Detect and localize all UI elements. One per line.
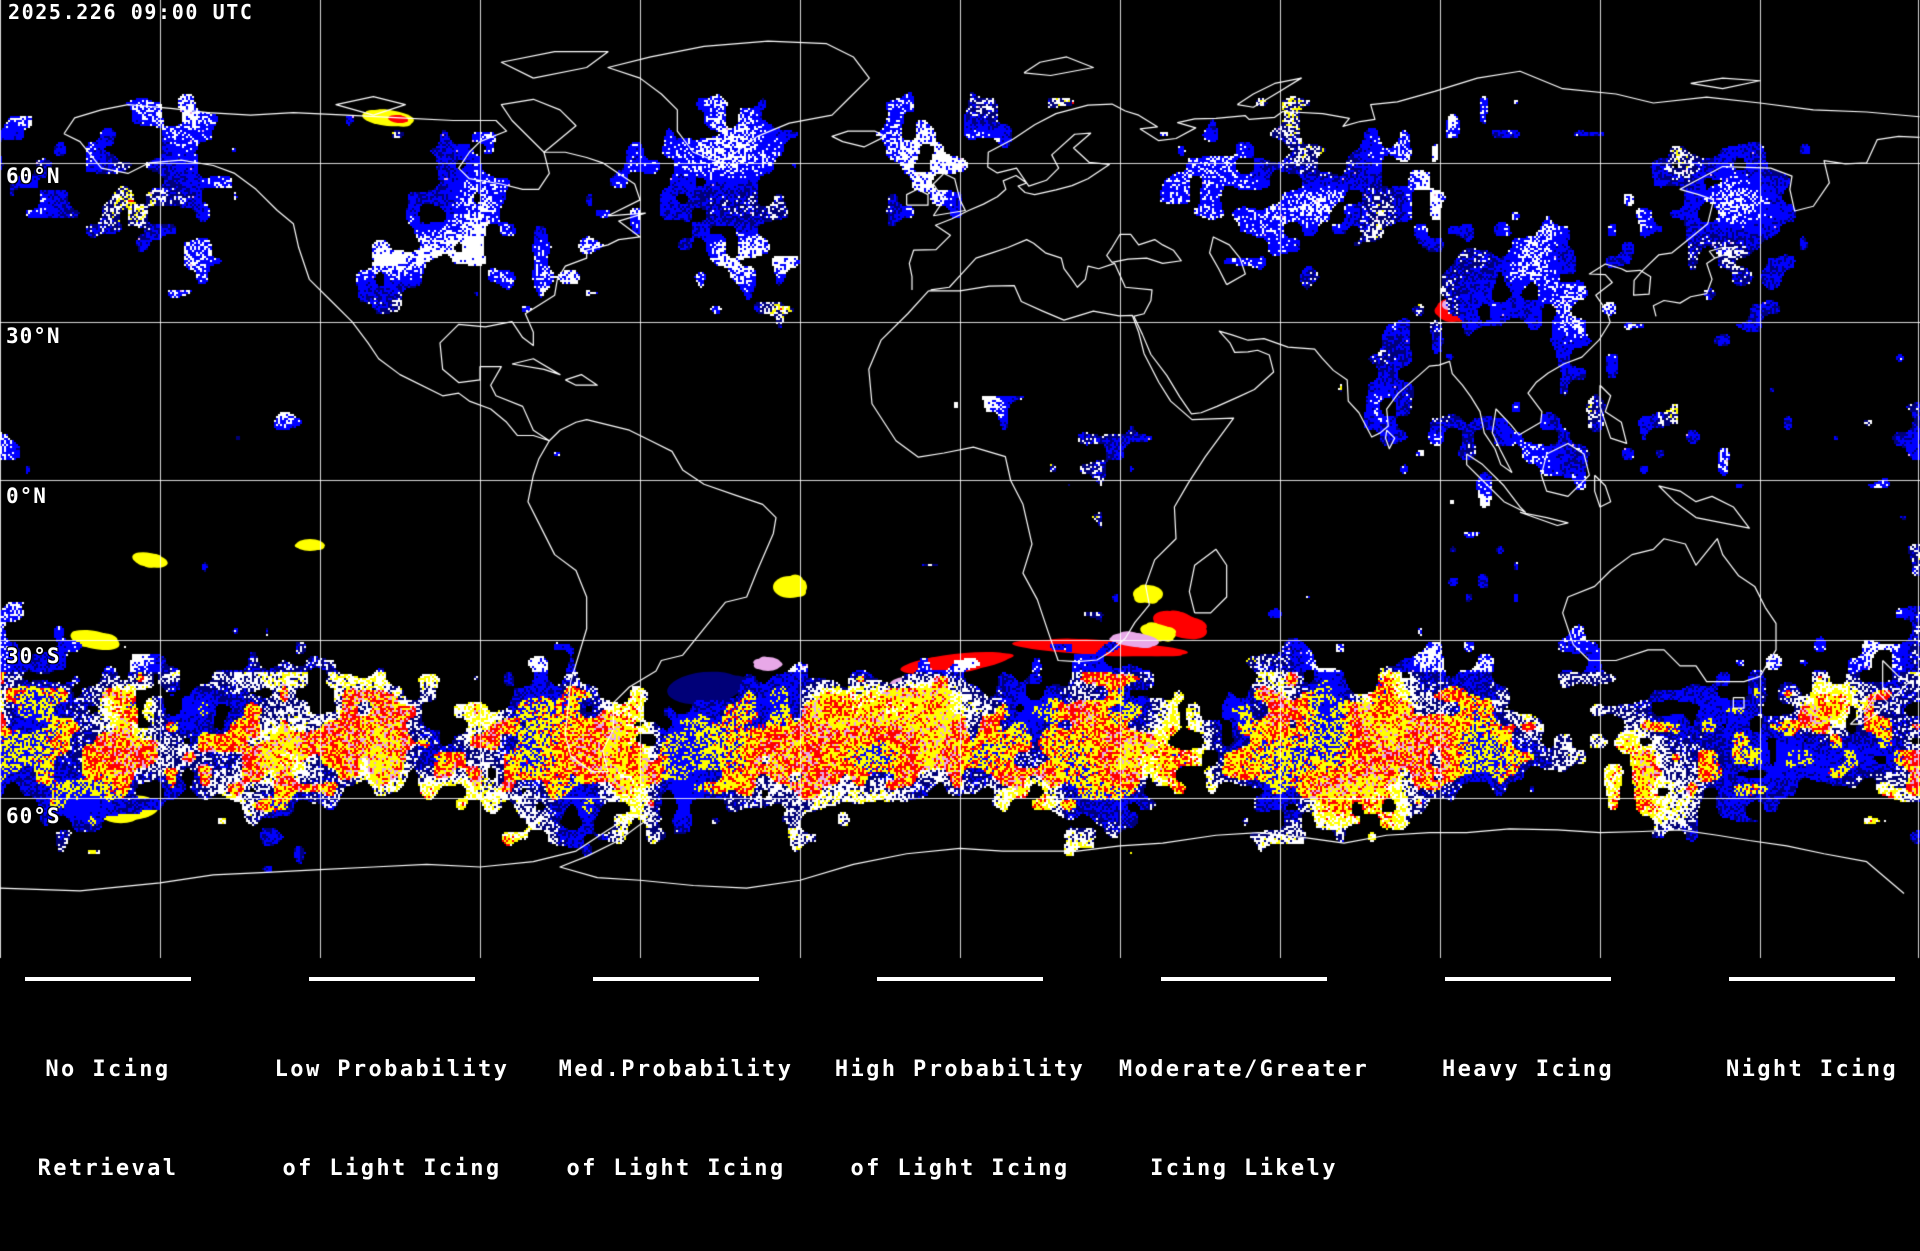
lat-label: 30°S <box>6 644 61 668</box>
legend-swatch-med-probability <box>593 977 759 981</box>
legend-label-line: No Icing <box>45 1057 171 1082</box>
legend-item-med-probability: Med.Probability of Light Icing <box>534 965 818 1181</box>
legend-label-line: High Probability <box>834 1057 1086 1082</box>
legend-label-line: Heavy Icing <box>1441 1057 1615 1082</box>
legend-swatch-night-icing <box>1729 977 1895 981</box>
legend-item-low-probability: Low Probability of Light Icing <box>250 965 534 1181</box>
legend-swatch-moderate-greater <box>1161 977 1327 981</box>
legend: No Icing Retrieval Low Probability of Li… <box>0 965 1920 1181</box>
legend-label-no-icing: No Icing Retrieval <box>38 987 179 1251</box>
legend-label-line: Low Probability <box>274 1057 510 1082</box>
legend-label-line: Retrieval <box>37 1156 179 1181</box>
world-map-canvas <box>0 0 1920 965</box>
legend-item-moderate-greater: Moderate/Greater Icing Likely <box>1102 965 1386 1181</box>
legend-label-low-probability: Low Probability of Light Icing <box>275 987 510 1251</box>
legend-item-heavy-icing: Heavy Icing <box>1386 965 1670 1082</box>
legend-label-line: Icing Likely <box>1150 1156 1338 1181</box>
lat-label: 30°N <box>6 324 61 348</box>
legend-label-line: of Light Icing <box>566 1156 786 1181</box>
legend-label-line: Med.Probability <box>558 1057 794 1082</box>
legend-label-heavy-icing: Heavy Icing <box>1442 987 1614 1218</box>
lat-label: 60°N <box>6 164 61 188</box>
legend-label-line: Moderate/Greater <box>1118 1057 1370 1082</box>
legend-item-no-icing: No Icing Retrieval <box>0 965 250 1181</box>
legend-label-moderate-greater: Moderate/Greater Icing Likely <box>1119 987 1369 1251</box>
legend-item-night-icing: Night Icing <box>1670 965 1920 1082</box>
legend-label-line: of Light Icing <box>850 1156 1070 1181</box>
legend-swatch-no-icing <box>25 977 191 981</box>
lat-label: 60°S <box>6 804 61 828</box>
lat-label: 0°N <box>6 484 47 508</box>
legend-swatch-low-probability <box>309 977 475 981</box>
legend-label-line: of Light Icing <box>282 1156 502 1181</box>
legend-item-high-probability: High Probability of Light Icing <box>818 965 1102 1181</box>
icing-product-screen: 2025.226 09:00 UTC 60°N 30°N 0°N 30°S 60°S N… <box>0 0 1920 1181</box>
legend-swatch-high-probability <box>877 977 1043 981</box>
legend-label-med-probability: Med.Probability of Light Icing <box>559 987 794 1251</box>
legend-swatch-heavy-icing <box>1445 977 1611 981</box>
legend-label-high-probability: High Probability of Light Icing <box>835 987 1085 1251</box>
timestamp-label: 2025.226 09:00 UTC <box>8 0 254 24</box>
legend-label-line: Night Icing <box>1725 1057 1899 1082</box>
legend-label-night-icing: Night Icing <box>1726 987 1898 1218</box>
